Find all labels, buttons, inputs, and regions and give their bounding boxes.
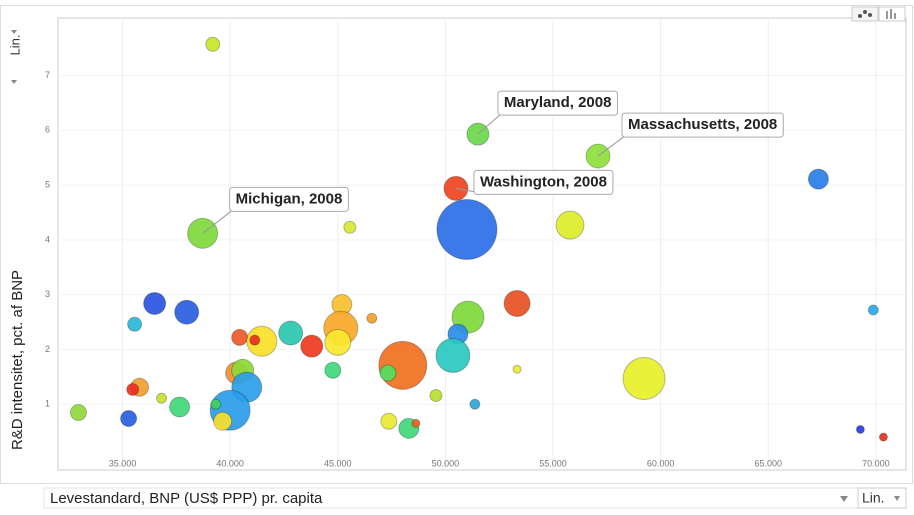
x-tick-label: 45.000 [324,458,352,468]
icon-dot [868,13,872,17]
label-text: Maryland, 2008 [504,94,612,111]
bubble [231,328,249,346]
dropdown-arrow [840,496,848,502]
bubble [555,210,585,240]
view-icons[interactable] [851,6,906,22]
bubble [512,364,522,374]
x-tick-label: 55.000 [539,458,567,468]
bubble [205,36,221,52]
bubbles [69,36,888,442]
bubble [380,412,398,430]
label-box [473,169,614,195]
bubble [807,168,829,190]
label-text: Washington, 2008 [480,173,607,190]
bubble [278,320,304,346]
x-tick-label: 50.000 [432,458,460,468]
label-leader [597,134,627,157]
bubble [411,418,421,428]
icon-bars [886,9,896,19]
bubble [246,325,278,357]
x-scale-selector[interactable] [857,487,907,509]
dropdown-arrow [11,80,17,84]
dropdown-arrow [894,496,900,501]
label-box [229,186,349,212]
bubble [436,198,498,260]
dropdown-arrow [11,30,17,34]
label-text: Michigan, 2008 [236,190,343,207]
bubble [249,334,261,346]
y-tick-label: 5 [45,179,50,189]
bubble [435,337,471,373]
bubble [878,432,888,442]
bubble [324,361,342,379]
bubble [366,312,378,324]
y-tick-label: 1 [45,399,50,409]
icon-dot [858,14,862,18]
bubble [126,382,140,396]
bubble [169,396,191,418]
x-axis-label[interactable]: Levestandard, BNP (US$ PPP) pr. capita [50,490,323,507]
bubble [379,364,397,382]
y-tick-label: 6 [45,125,50,135]
bubble [174,299,200,325]
bubble [120,409,138,427]
icon-dot [863,10,867,14]
bubble [343,220,357,234]
x-tick-label: 65.000 [754,458,782,468]
bubble [855,424,865,434]
label-leader [477,112,503,135]
x-scale-label[interactable]: Lin. [862,490,885,506]
bubble [210,398,222,410]
bubble [469,398,481,410]
bar-view-icon[interactable] [878,6,906,22]
bubble [622,357,666,401]
bubble [324,328,352,356]
label-box [497,90,618,116]
bubble [69,403,87,421]
x-tick-label: 40.000 [216,458,244,468]
label-text: Massachusetts, 2008 [628,116,777,133]
bubble [156,392,168,404]
bubble [503,289,531,317]
y-tick-label: 3 [45,289,50,299]
y-tick-label: 4 [45,234,50,244]
x-tick-label: 70.000 [862,458,890,468]
label-box [621,112,784,138]
point-label: Michigan, 2008 [202,186,349,234]
point-label: Massachusetts, 2008 [597,112,784,157]
y-tick-label: 2 [45,344,50,354]
y-axis-label[interactable]: R&D intensitet, pct. af BNP [9,270,26,450]
bubble [429,388,443,402]
bubble [213,411,233,431]
bubble [867,304,879,316]
bubble [300,334,324,358]
y-scale-label[interactable]: Lin. [7,35,22,56]
label-leader [202,208,234,234]
x-tick-label: 60.000 [647,458,675,468]
bubble [127,316,143,332]
y-scale-selector[interactable]: Lin. [7,30,22,84]
point-label: Washington, 2008 [455,169,614,195]
bubble [143,291,167,315]
x-tick-label: 35.000 [109,458,137,468]
y-tick-label: 7 [45,70,50,80]
point-label: Maryland, 2008 [477,90,618,135]
